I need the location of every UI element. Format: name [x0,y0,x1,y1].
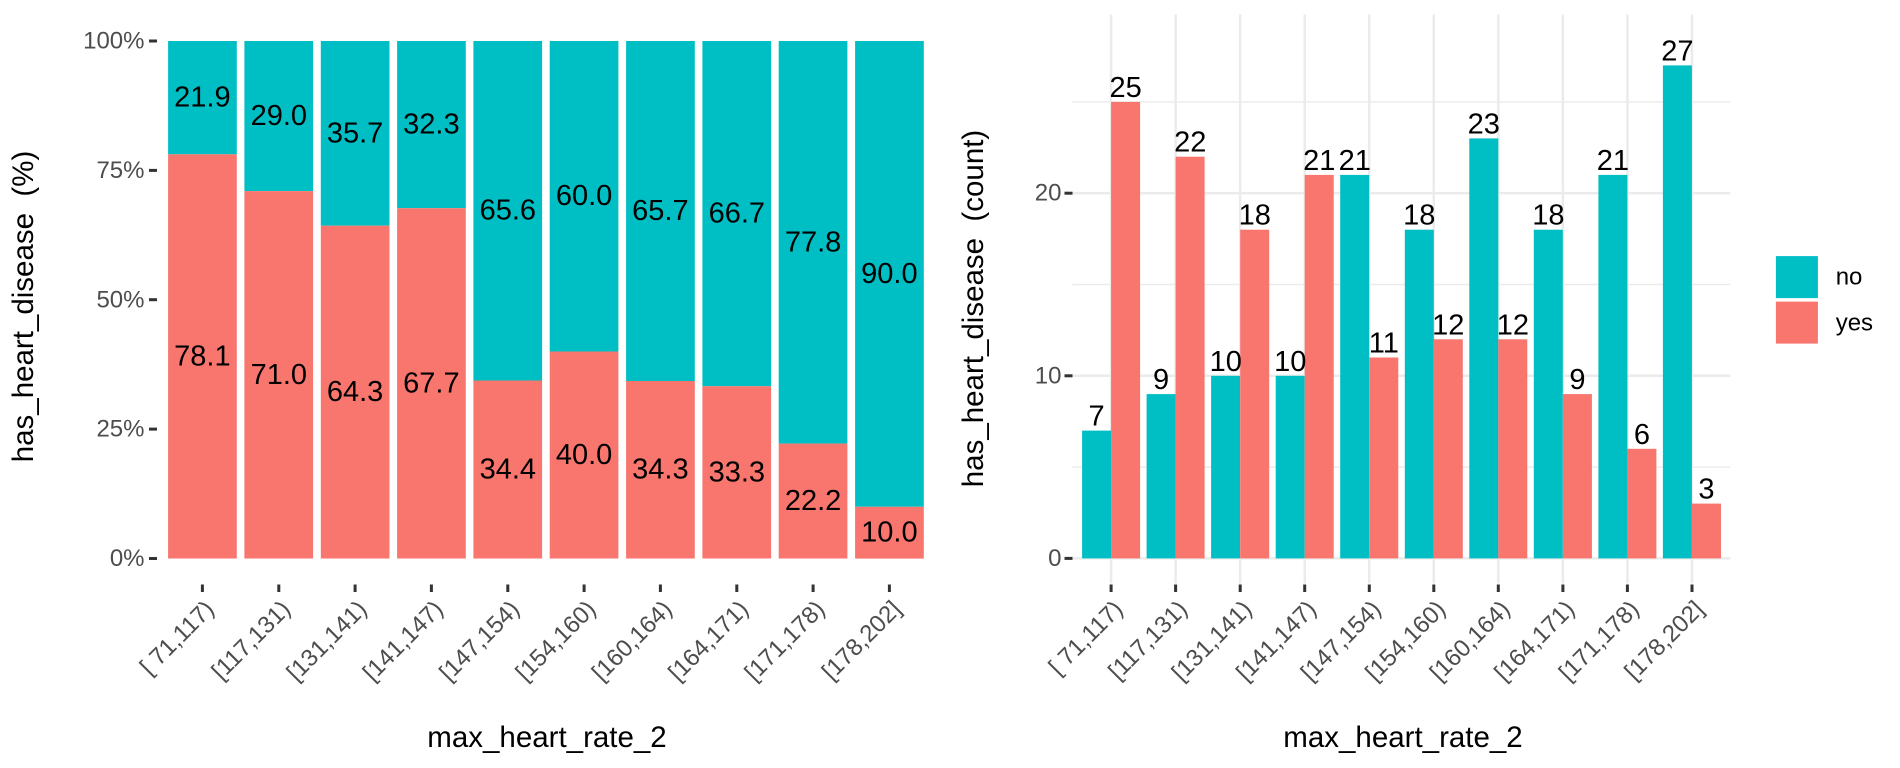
svg-text:has_heart_disease (count): has_heart_disease (count) [957,130,990,488]
svg-text:34.3: 34.3 [632,454,688,486]
svg-text:65.7: 65.7 [632,195,688,227]
svg-text:21: 21 [1597,145,1629,177]
svg-text:27: 27 [1661,35,1693,67]
svg-text:25%: 25% [96,416,144,443]
svg-text:18: 18 [1403,200,1435,232]
svg-text:max_heart_rate_2: max_heart_rate_2 [427,721,666,754]
svg-text:32.3: 32.3 [403,109,459,141]
svg-text:10: 10 [1274,346,1306,378]
svg-text:12: 12 [1432,309,1464,341]
svg-text:77.8: 77.8 [785,226,841,258]
svg-text:90.0: 90.0 [861,258,917,290]
svg-text:75%: 75% [96,157,144,184]
svg-text:22.2: 22.2 [785,485,841,517]
svg-text:64.3: 64.3 [327,376,383,408]
svg-text:has_heart_disease (%): has_heart_disease (%) [7,151,40,463]
svg-text:max_heart_rate_2: max_heart_rate_2 [1283,721,1522,754]
svg-text:29.0: 29.0 [251,100,307,132]
svg-text:20: 20 [1035,180,1062,207]
svg-text:0%: 0% [110,545,145,572]
svg-text:11: 11 [1369,328,1399,360]
svg-text:35.7: 35.7 [327,117,383,149]
svg-text:66.7: 66.7 [709,198,765,230]
svg-text:18: 18 [1239,200,1271,232]
svg-text:yes: yes [1836,309,1873,336]
svg-text:18: 18 [1532,200,1564,232]
svg-text:21.9: 21.9 [174,82,230,114]
svg-text:23: 23 [1468,108,1500,140]
svg-text:33.3: 33.3 [709,456,765,488]
svg-text:78.1: 78.1 [174,340,230,372]
svg-text:34.4: 34.4 [480,454,536,486]
svg-text:50%: 50% [96,286,144,313]
svg-text:10.0: 10.0 [861,517,917,549]
svg-text:7: 7 [1089,401,1105,433]
svg-text:21: 21 [1303,145,1335,177]
svg-text:71.0: 71.0 [251,359,307,391]
svg-text:9: 9 [1153,364,1169,396]
svg-text:40.0: 40.0 [556,439,612,471]
svg-text:6: 6 [1634,419,1650,451]
svg-text:100%: 100% [83,28,144,55]
svg-text:no: no [1836,264,1863,291]
svg-text:3: 3 [1698,474,1714,506]
svg-text:10: 10 [1210,346,1242,378]
svg-text:67.7: 67.7 [403,367,459,399]
svg-text:22: 22 [1174,127,1206,159]
svg-text:12: 12 [1497,309,1529,341]
svg-text:21: 21 [1339,145,1371,177]
svg-text:0: 0 [1048,545,1061,572]
svg-text:25: 25 [1109,72,1141,104]
svg-text:9: 9 [1569,364,1585,396]
svg-text:60.0: 60.0 [556,180,612,212]
svg-text:65.6: 65.6 [480,195,536,227]
svg-text:10: 10 [1035,362,1062,389]
